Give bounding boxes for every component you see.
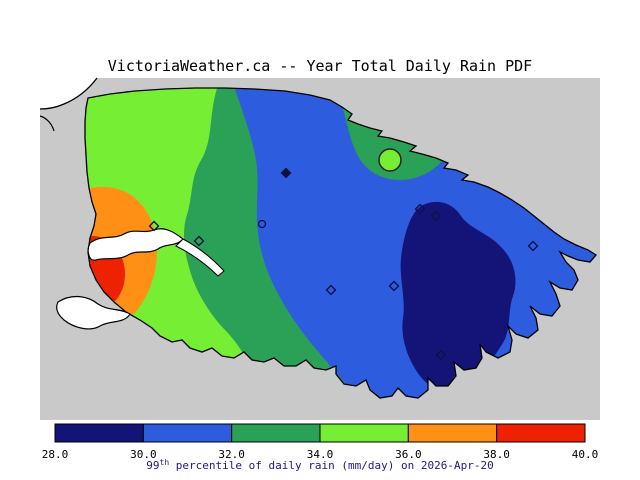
colorbar-segment [142,423,233,443]
colorbar-segment [54,423,144,443]
colorbar-tick-label: 40.0 [572,448,599,461]
colorbar-tick-label: 38.0 [483,448,510,461]
station-marker[interactable] [280,167,292,179]
colorbar-tick-label: 32.0 [218,448,245,461]
contour-region-28-30 [400,201,516,393]
colorbar-segment [496,423,586,443]
station-marker[interactable] [148,220,160,232]
station-marker[interactable] [388,280,400,292]
caption-number: 99 [146,459,159,472]
colorbar-ticks: 28.0 30.0 32.0 34.0 36.0 38.0 40.0 [42,448,599,461]
caption-text: percentile of daily rain (mm/day) on 202… [169,459,494,472]
station-marker[interactable] [325,284,337,296]
coastline [84,87,597,399]
station-marker[interactable] [193,235,205,247]
caption-superscript: th [160,458,170,467]
colorbar-segment [407,423,498,443]
station-marker[interactable] [257,219,267,229]
figure-title: VictoriaWeather.ca -- Year Total Daily R… [108,57,532,75]
water-channel [175,238,225,277]
colorbar-tick-label: 36.0 [395,448,422,461]
colorbar-segment [319,423,409,443]
water-inlet-sooke [87,228,184,261]
local-max-contour [378,148,402,172]
station-marker[interactable] [414,203,426,215]
station-markers [148,167,539,361]
colorbar-segments [54,423,586,443]
offshore-land-corner [40,78,97,109]
map-overlays [378,148,402,172]
station-marker[interactable] [527,240,539,252]
colorbar-segment [231,423,321,443]
coastline-fragment-northwest [39,77,98,110]
water-bay-southwest [56,295,131,330]
colorbar-tick-label: 34.0 [307,448,334,461]
map-canvas [39,77,600,420]
colorbar-caption: 99th percentile of daily rain (mm/day) o… [146,458,493,472]
colorbar-tick-label: 28.0 [42,448,69,461]
colorbar: 28.0 30.0 32.0 34.0 36.0 38.0 40.0 99th percen… [42,423,599,472]
colorbar-tick-label: 30.0 [130,448,157,461]
station-marker[interactable] [430,210,442,222]
station-marker[interactable] [435,349,447,361]
coastline-fragment-west [39,115,55,132]
